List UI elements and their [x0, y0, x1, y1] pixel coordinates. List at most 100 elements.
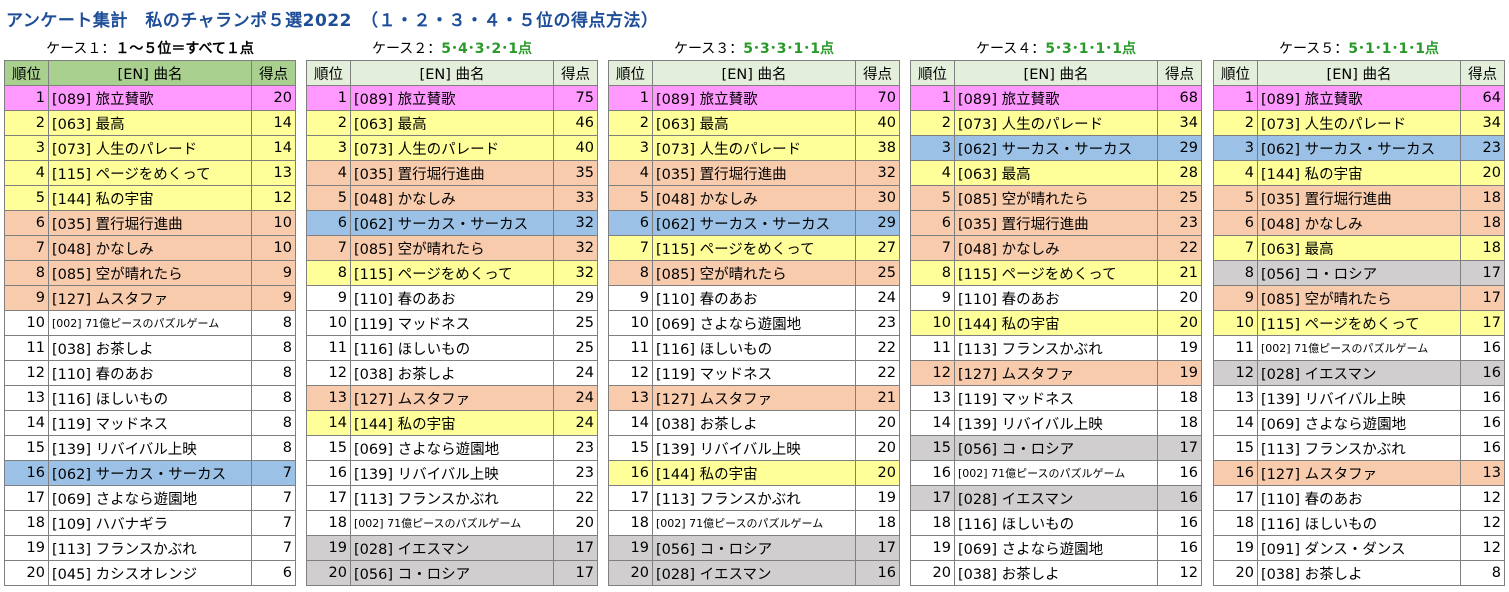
- score-cell: 64: [1460, 85, 1505, 111]
- rank-cell: 6: [306, 210, 351, 236]
- song-cell: [116] ほしいもの: [1257, 510, 1461, 536]
- rank-cell: 16: [306, 460, 351, 486]
- score-cell: 32: [553, 235, 598, 261]
- score-cell: 25: [553, 310, 598, 336]
- rank-cell: 12: [4, 360, 49, 386]
- song-cell: [035] 置行堀行進曲: [1257, 185, 1461, 211]
- song-cell: [127] ムスタファ: [1257, 460, 1461, 486]
- song-cell: [115] ページをめくって: [48, 160, 252, 186]
- song-cell: [127] ムスタファ: [48, 285, 252, 311]
- song-cell: [002] 71億ピースのパズルゲーム: [954, 460, 1158, 486]
- song-cell: [063] 最高: [350, 110, 554, 136]
- song-cell: [110] 春のあお: [350, 285, 554, 311]
- song-cell: [110] 春のあお: [1257, 485, 1461, 511]
- score-cell: 20: [553, 510, 598, 536]
- table-row: 8 [085] 空が晴れたら 9: [4, 260, 296, 286]
- case-caption: ケース５：5･1･1･1･1点: [1213, 38, 1505, 60]
- song-cell: [127] ムスタファ: [954, 360, 1158, 386]
- score-cell: 17: [1460, 260, 1505, 286]
- rank-cell: 2: [4, 110, 49, 136]
- table-row: 3 [062] サーカス・サーカス 29: [910, 135, 1202, 161]
- rank-cell: 9: [608, 285, 653, 311]
- rank-cell: 13: [4, 385, 49, 411]
- song-cell: [119] マッドネス: [48, 410, 252, 436]
- table-row: 2 [073] 人生のパレード 34: [1213, 110, 1505, 136]
- rank-cell: 18: [306, 510, 351, 536]
- table-row: 14 [119] マッドネス 8: [4, 410, 296, 436]
- score-cell: 28: [1157, 160, 1202, 186]
- score-cell: 8: [1460, 560, 1505, 586]
- rank-cell: 5: [910, 185, 955, 211]
- song-cell: [048] かなしみ: [1257, 210, 1461, 236]
- song-cell: [091] ダンス・ダンス: [1257, 535, 1461, 561]
- song-cell: [139] リバイバル上映: [1257, 385, 1461, 411]
- rank-cell: 2: [910, 110, 955, 136]
- table-row: 17 [069] さよなら遊園地 7: [4, 485, 296, 511]
- table-row: 4 [035] 置行堀行進曲 35: [306, 160, 598, 186]
- rank-cell: 18: [4, 510, 49, 536]
- score-cell: 7: [251, 535, 296, 561]
- song-cell: [089] 旅立賛歌: [954, 85, 1158, 111]
- rank-cell: 6: [608, 210, 653, 236]
- table-row: 5 [085] 空が晴れたら 25: [910, 185, 1202, 211]
- table-row: 7 [085] 空が晴れたら 32: [306, 235, 598, 261]
- scoring-method: １～５位＝すべて１点: [115, 41, 254, 57]
- song-cell: [056] コ・ロシア: [954, 435, 1158, 461]
- table-row: 12 [038] お茶しよ 24: [306, 360, 598, 386]
- song-cell: [048] かなしみ: [350, 185, 554, 211]
- song-cell: [062] サーカス・サーカス: [652, 210, 856, 236]
- song-cell: [144] 私の宇宙: [954, 310, 1158, 336]
- table-row: 11 [113] フランスかぶれ 19: [910, 335, 1202, 361]
- table-row: 7 [063] 最高 18: [1213, 235, 1505, 261]
- song-cell: [038] お茶しよ: [350, 360, 554, 386]
- rank-cell: 6: [910, 210, 955, 236]
- table-row: 8 [056] コ・ロシア 17: [1213, 260, 1505, 286]
- table-row: 5 [035] 置行堀行進曲 18: [1213, 185, 1505, 211]
- song-cell: [069] さよなら遊園地: [652, 310, 856, 336]
- score-cell: 23: [1460, 135, 1505, 161]
- score-cell: 35: [553, 160, 598, 186]
- rank-cell: 15: [306, 435, 351, 461]
- score-cell: 16: [1157, 460, 1202, 486]
- rank-cell: 4: [608, 160, 653, 186]
- table-row: 14 [038] お茶しよ 20: [608, 410, 900, 436]
- rank-cell: 20: [910, 560, 955, 586]
- table-row: 9 [127] ムスタファ 9: [4, 285, 296, 311]
- table-row: 12 [127] ムスタファ 19: [910, 360, 1202, 386]
- table-row: 6 [062] サーカス・サーカス 32: [306, 210, 598, 236]
- score-cell: 33: [553, 185, 598, 211]
- rank-cell: 20: [608, 560, 653, 586]
- song-cell: [115] ページをめくって: [350, 260, 554, 286]
- table-row: 11 [038] お茶しよ 8: [4, 335, 296, 361]
- score-cell: 7: [251, 510, 296, 536]
- song-header: [EN] 曲名: [48, 60, 252, 86]
- score-cell: 6: [251, 560, 296, 586]
- score-cell: 17: [553, 535, 598, 561]
- rank-cell: 6: [1213, 210, 1258, 236]
- score-cell: 16: [1460, 360, 1505, 386]
- rank-cell: 7: [1213, 235, 1258, 261]
- score-cell: 8: [251, 435, 296, 461]
- table-row: 9 [110] 春のあお 20: [910, 285, 1202, 311]
- ranking-table: 順位 [EN] 曲名 得点 1 [089] 旅立賛歌 70 2 [063] 最高 40 3 [073…: [608, 60, 900, 586]
- score-cell: 25: [855, 260, 900, 286]
- song-cell: [109] ハバナギラ: [48, 510, 252, 536]
- song-cell: [038] お茶しよ: [48, 335, 252, 361]
- song-cell: [110] 春のあお: [954, 285, 1158, 311]
- rank-cell: 1: [306, 85, 351, 111]
- table-row: 3 [062] サーカス・サーカス 23: [1213, 135, 1505, 161]
- rank-cell: 14: [910, 410, 955, 436]
- song-cell: [028] イエスマン: [954, 485, 1158, 511]
- table-row: 4 [144] 私の宇宙 20: [1213, 160, 1505, 186]
- song-cell: [144] 私の宇宙: [1257, 160, 1461, 186]
- song-cell: [035] 置行堀行進曲: [954, 210, 1158, 236]
- score-cell: 18: [1460, 210, 1505, 236]
- table-row: 10 [002] 71億ピースのパズルゲーム 8: [4, 310, 296, 336]
- case-label: ケース３：: [673, 41, 744, 57]
- case-caption: ケース３：5･3･3･1･1点: [608, 38, 900, 60]
- table-row: 6 [035] 置行堀行進曲 10: [4, 210, 296, 236]
- case-label: ケース２：: [371, 41, 442, 57]
- table-row: 18 [109] ハバナギラ 7: [4, 510, 296, 536]
- score-cell: 16: [855, 560, 900, 586]
- header-row: 順位 [EN] 曲名 得点: [910, 60, 1202, 86]
